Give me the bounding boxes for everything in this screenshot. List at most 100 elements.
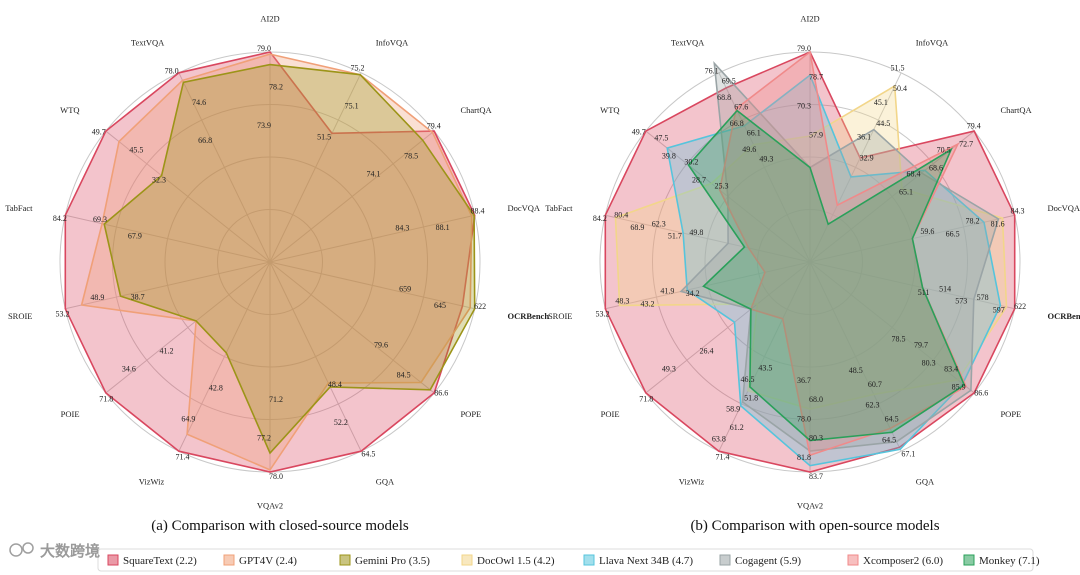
value-label: 71.8 xyxy=(99,395,113,404)
value-label: 78.2 xyxy=(269,82,283,91)
axis-label-vizwiz: VizWiz xyxy=(139,476,165,486)
value-label: 84.2 xyxy=(53,214,67,223)
value-label: 64.5 xyxy=(885,415,899,424)
value-label: 47.5 xyxy=(654,133,668,142)
axis-spoke xyxy=(809,261,975,394)
value-label: 83.7 xyxy=(809,472,823,481)
value-label: 69.5 xyxy=(722,76,736,85)
axis-label-tabfact: TabFact xyxy=(545,203,573,213)
value-label: 59.6 xyxy=(920,227,934,236)
series-gemini-pro xyxy=(103,63,476,455)
legend-label: GPT4V (2.4) xyxy=(239,555,297,567)
value-label: 50.4 xyxy=(893,84,907,93)
value-label: 68.9 xyxy=(630,223,644,232)
axis-spoke xyxy=(809,261,1015,310)
radar-chart-closed-source: AI2D InfoVQA ChartQA DocVQA OCRBench POPE GQA V… xyxy=(5,13,549,510)
value-label: 79.6 xyxy=(374,340,388,349)
value-label: 78.0 xyxy=(269,472,283,481)
axis-label-pope: POPE xyxy=(1000,409,1021,419)
legend-swatch xyxy=(963,554,975,566)
value-label: 30.2 xyxy=(684,157,698,166)
caption-b: (b) Comparison with open-source models xyxy=(690,518,939,534)
value-label: 71.2 xyxy=(269,395,283,404)
legend-label: Xcomposer2 (6.0) xyxy=(863,555,943,567)
value-label: 79.4 xyxy=(967,121,981,130)
value-label: 79.0 xyxy=(257,44,271,53)
legend: SquareText (2.2) GPT4V (2.4) Gemini Pro (3… xyxy=(97,548,1040,572)
axis-label-infovqa: InfoVQA xyxy=(376,38,409,48)
value-label: 45.1 xyxy=(874,98,888,107)
value-label: 511 xyxy=(918,288,930,297)
value-label: 81.6 xyxy=(991,219,1005,228)
axis-spoke xyxy=(105,261,271,394)
axis-label-ocrbench: OCRBench xyxy=(507,311,549,321)
value-label: 51.7 xyxy=(668,231,682,240)
value-label: 73.9 xyxy=(257,121,271,130)
series-docowl-1.5 xyxy=(614,84,1008,410)
value-label: 78.0 xyxy=(165,67,179,76)
axis-spoke xyxy=(269,261,475,310)
value-label: 88.1 xyxy=(436,223,450,232)
value-label: 53.2 xyxy=(56,310,70,319)
value-label: 58.9 xyxy=(726,405,740,414)
value-label: 74.6 xyxy=(192,98,206,107)
value-label: 84.3 xyxy=(395,224,409,233)
axis-spoke xyxy=(269,214,475,263)
value-label: 49.6 xyxy=(742,145,756,154)
axis-spoke xyxy=(718,261,811,452)
value-label: 79.4 xyxy=(427,121,441,130)
value-label: 68.6 xyxy=(929,164,943,173)
watermark-logo-icon xyxy=(9,543,23,557)
axis-label-vqav2: VQAv2 xyxy=(257,501,283,511)
value-label: 48.5 xyxy=(849,366,863,375)
value-label: 45.5 xyxy=(129,145,143,154)
axis-label-ai2d: AI2D xyxy=(800,13,819,23)
value-label: 78.0 xyxy=(797,414,811,423)
axis-label-gqa: GQA xyxy=(916,476,935,486)
axis-spoke xyxy=(269,72,362,263)
value-label: 49.8 xyxy=(689,228,703,237)
value-label: 645 xyxy=(434,301,446,310)
value-label: 80.3 xyxy=(922,359,936,368)
axis-spoke xyxy=(645,261,811,394)
value-label: 67.9 xyxy=(128,231,142,240)
value-label: 64.5 xyxy=(361,449,375,458)
axis-label-textvqa: TextVQA xyxy=(671,38,705,48)
value-label: 49.7 xyxy=(92,128,106,137)
axis-spoke xyxy=(809,72,902,263)
axis-label-wtq: WTQ xyxy=(600,105,619,115)
value-label: 43.5 xyxy=(758,364,772,373)
value-label: 61.2 xyxy=(730,423,744,432)
legend-swatch xyxy=(847,554,859,566)
axis-spoke xyxy=(178,72,271,263)
legend-box xyxy=(97,548,1034,572)
legend-swatch xyxy=(223,554,235,566)
value-label: 84.2 xyxy=(593,214,607,223)
axis-spoke xyxy=(718,72,811,263)
radar-chart-open-source: AI2D InfoVQA ChartQA DocVQA OCRBench POPE GQA V… xyxy=(545,13,1080,510)
value-label: 597 xyxy=(993,305,1005,314)
caption-a: (a) Comparison with closed-source models xyxy=(151,518,409,534)
series-squaretext xyxy=(64,51,476,473)
value-label: 573 xyxy=(955,297,967,306)
value-label: 64.5 xyxy=(882,435,896,444)
value-label: 78.5 xyxy=(891,335,905,344)
axis-label-chartqa: ChartQA xyxy=(460,105,492,115)
value-label: 49.3 xyxy=(759,154,773,163)
axis-label-sroie: SROIE xyxy=(8,311,33,321)
watermark-text: 大数跨境 xyxy=(40,542,100,560)
series-cogagent xyxy=(679,60,1000,452)
value-label: 70.3 xyxy=(797,102,811,111)
axis-spoke xyxy=(269,261,362,452)
axis-spoke xyxy=(65,261,271,310)
value-label: 36.1 xyxy=(857,133,871,142)
axis-spoke xyxy=(269,261,435,394)
axis-label-textvqa: TextVQA xyxy=(131,38,165,48)
legend-swatch xyxy=(583,554,595,566)
value-label: 51.5 xyxy=(317,133,331,142)
axis-spoke xyxy=(809,261,902,452)
axis-label-vqav2: VQAv2 xyxy=(797,501,823,511)
value-label: 79.0 xyxy=(797,44,811,53)
value-label: 78.7 xyxy=(809,73,823,82)
